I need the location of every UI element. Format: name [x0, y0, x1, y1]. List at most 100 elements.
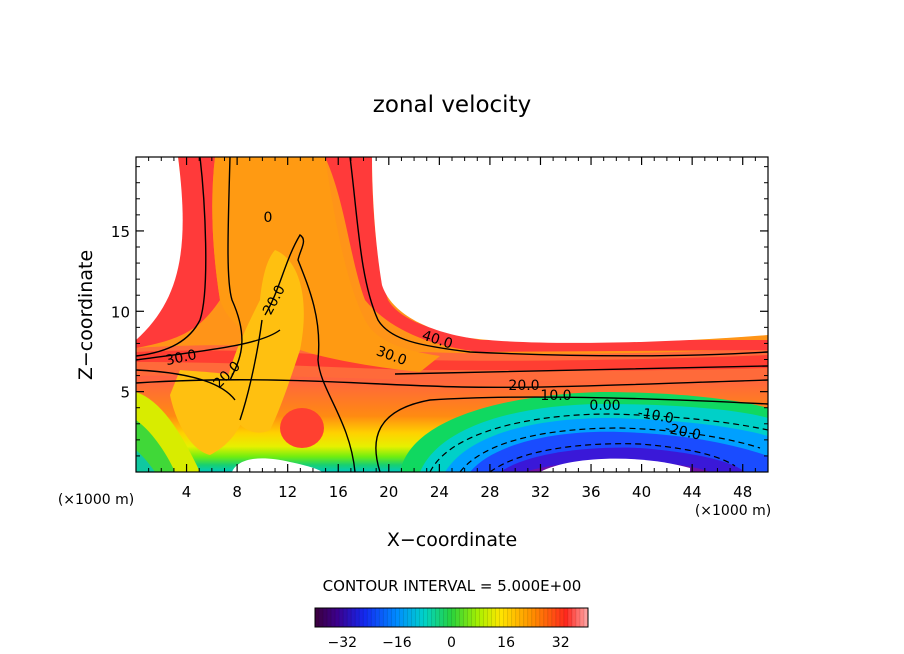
colorbar-swatch: [467, 608, 473, 627]
colorbar-swatch: [391, 608, 396, 627]
colorbar-swatch: [491, 608, 497, 627]
colorbar-swatch: [503, 608, 509, 627]
colorbar-swatch: [559, 608, 565, 627]
colorbar-swatch: [515, 608, 521, 627]
colorbar-swatch: [531, 608, 537, 627]
colorbar-swatch: [327, 608, 332, 627]
svg-text:30.0: 30.0: [164, 347, 198, 369]
colorbar-swatch: [443, 608, 448, 627]
colorbar-swatch: [459, 608, 465, 627]
colorbar-swatch: [347, 608, 352, 627]
colorbar-swatch: [475, 608, 481, 627]
colorbar-tick-label: −32: [328, 635, 358, 651]
chart-title: zonal velocity: [373, 92, 531, 118]
colorbar-tick-label: 16: [497, 635, 515, 651]
svg-text:0.00: 0.00: [589, 398, 620, 414]
colorbar-swatch: [583, 608, 589, 627]
colorbar-swatch: [579, 608, 585, 627]
colorbar-frame: [314, 607, 589, 628]
colorbar-swatch: [395, 608, 400, 627]
svg-text:10.0: 10.0: [540, 388, 571, 404]
y-tick-label: 15: [111, 223, 130, 241]
y-axis-ticks: 5 10 15: [111, 166, 768, 457]
svg-text:-20.0: -20.0: [663, 420, 702, 443]
x-axis-ticks: 4 8 12 16 20 24 28 32 36 40 44 48: [148, 157, 756, 501]
colorbar-swatch: [523, 608, 529, 627]
colorbar-swatch: [371, 608, 376, 627]
x-unit-left: (×1000 m): [58, 492, 134, 508]
colorbar-swatch: [339, 608, 344, 627]
colorbar-swatch: [319, 608, 324, 627]
colorbar-tick-label: 0: [447, 635, 456, 651]
colorbar-swatch: [571, 608, 577, 627]
x-axis-label: X−coordinate: [387, 529, 517, 551]
contour-interval-label: CONTOUR INTERVAL = 5.000E+00: [323, 577, 582, 595]
colorbar-swatch: [451, 608, 457, 627]
colorbar-swatch: [359, 608, 364, 627]
x-tick-label: 8: [232, 483, 242, 501]
x-tick-label: 48: [733, 483, 752, 501]
colorbar-swatch: [527, 608, 533, 627]
colorbar-swatch: [383, 608, 388, 627]
x-tick-label: 4: [182, 483, 192, 501]
colorbar-swatch: [567, 608, 573, 627]
colorbar-ticks: −32 −16 0 16 32: [328, 635, 570, 651]
colorbar-swatch: [455, 608, 461, 627]
colorbar-swatch: [447, 608, 452, 627]
colorbar-swatch: [375, 608, 380, 627]
colorbar-swatch: [479, 608, 485, 627]
colorbar-swatch: [551, 608, 557, 627]
colorbar-swatch: [507, 608, 513, 627]
colorbar-swatch: [555, 608, 561, 627]
colorbar-swatch: [539, 608, 545, 627]
colorbar-tick-label: −16: [382, 635, 412, 651]
colorbar-swatch: [439, 608, 444, 627]
colorbar-swatch: [411, 608, 416, 627]
colorbar-swatch: [431, 608, 436, 627]
colorbar-swatch: [351, 608, 356, 627]
colorbar-swatch: [471, 608, 477, 627]
colorbar-swatch: [519, 608, 525, 627]
colorbar: [314, 607, 589, 628]
colorbar-swatch: [427, 608, 432, 627]
colorbar-swatch: [323, 608, 328, 627]
colorbar-swatch: [415, 608, 420, 627]
x-tick-label: 24: [430, 483, 449, 501]
colorbar-swatch: [387, 608, 392, 627]
colorbar-swatch: [367, 608, 372, 627]
colorbar-swatch: [511, 608, 517, 627]
svg-text:-10.0: -10.0: [636, 405, 674, 427]
colorbar-swatch: [331, 608, 336, 627]
colorbar-swatch: [487, 608, 493, 627]
colorbar-swatch: [535, 608, 541, 627]
colorbar-swatch: [419, 608, 424, 627]
colorbar-swatch: [547, 608, 553, 627]
colorbar-swatch: [543, 608, 549, 627]
colorbar-swatch: [343, 608, 348, 627]
colorbar-swatch: [575, 608, 581, 627]
colorbar-swatch: [403, 608, 408, 627]
colorbar-swatch: [355, 608, 360, 627]
contour-field: [136, 157, 768, 472]
colorbar-swatch: [399, 608, 404, 627]
colorbar-tick-label: 32: [552, 635, 570, 651]
colorbar-swatch: [499, 608, 505, 627]
colorbar-swatch: [379, 608, 384, 627]
x-tick-label: 20: [379, 483, 398, 501]
colorbar-swatch: [363, 608, 368, 627]
colorbar-swatch: [463, 608, 469, 627]
colorbar-swatch: [563, 608, 569, 627]
colorbar-swatch: [495, 608, 501, 627]
colorbar-swatch: [335, 608, 340, 627]
y-tick-label: 5: [120, 384, 130, 402]
x-tick-label: 16: [329, 483, 348, 501]
x-tick-label: 32: [531, 483, 550, 501]
x-tick-label: 44: [683, 483, 702, 501]
x-tick-label: 40: [632, 483, 651, 501]
colorbar-swatch: [407, 608, 412, 627]
colorbar-swatch: [435, 608, 440, 627]
x-tick-label: 28: [480, 483, 499, 501]
y-axis-label: Z−coordinate: [75, 250, 97, 380]
y-tick-label: 10: [111, 303, 130, 321]
